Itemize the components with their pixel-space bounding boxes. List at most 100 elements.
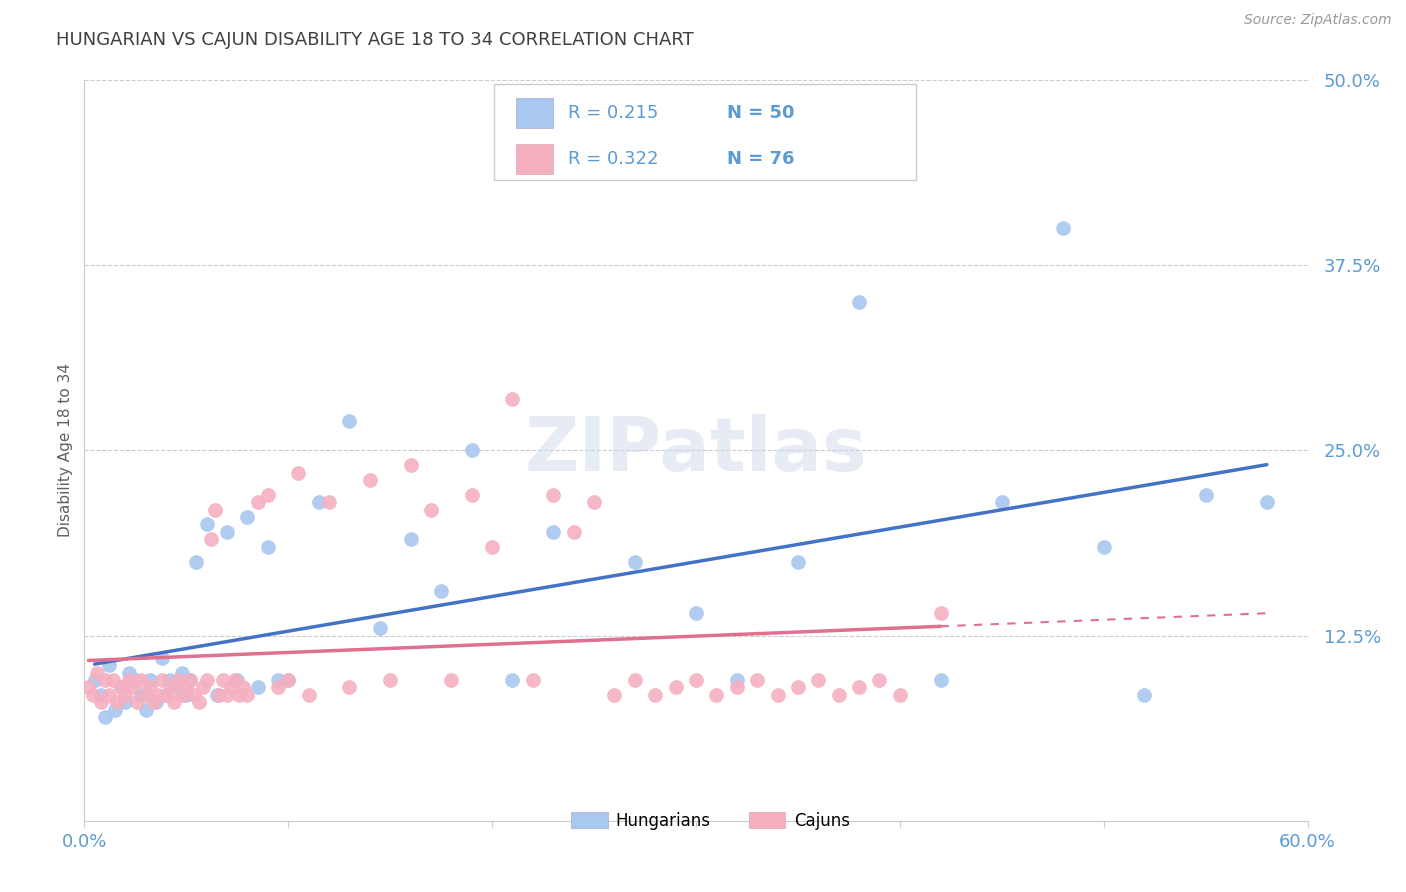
Text: HUNGARIAN VS CAJUN DISABILITY AGE 18 TO 34 CORRELATION CHART: HUNGARIAN VS CAJUN DISABILITY AGE 18 TO … [56,31,695,49]
Point [86,665,108,680]
Point [308,495,330,509]
Point [179,673,201,687]
Point [339,414,361,428]
Point [195,517,218,532]
Point [747,673,769,687]
Point [104,703,127,717]
FancyBboxPatch shape [748,812,786,828]
Point [725,673,748,687]
Point [97,658,120,673]
Point [502,673,524,687]
Point [399,533,422,547]
Point [848,295,870,310]
Point [183,688,205,702]
Point [318,495,340,509]
Point [110,681,132,695]
Point [135,688,157,702]
Point [232,681,254,695]
Point [219,681,242,695]
Point [991,495,1014,509]
Point [246,681,269,695]
Point [228,688,250,702]
Point [257,488,280,502]
Point [277,673,299,687]
Point [138,673,160,687]
Text: Source: ZipAtlas.com: Source: ZipAtlas.com [1244,13,1392,28]
Point [685,607,707,621]
Point [159,673,181,687]
Point [159,681,181,695]
Point [1133,688,1156,702]
Point [93,673,115,687]
Point [77,681,100,695]
Point [191,681,214,695]
Point [217,688,239,702]
Point [174,681,197,695]
Point [298,688,321,702]
Point [93,710,115,724]
Point [430,584,453,599]
Point [200,533,222,547]
Point [145,695,167,709]
Point [583,495,606,509]
Point [1195,488,1218,502]
Point [135,703,157,717]
Point [226,673,249,687]
Point [1256,495,1278,509]
Point [236,510,259,524]
Point [869,673,891,687]
Point [562,524,585,539]
Point [380,673,402,687]
Text: N = 50: N = 50 [727,103,794,122]
Point [461,488,484,502]
FancyBboxPatch shape [516,98,553,128]
Point [502,392,524,406]
Point [118,673,141,687]
Point [766,688,789,702]
FancyBboxPatch shape [494,84,917,180]
Point [644,688,666,702]
Point [929,607,952,621]
Point [359,473,381,487]
Point [131,688,153,702]
Point [101,673,124,687]
Point [399,458,422,473]
Point [167,673,190,687]
Point [179,673,201,687]
Point [665,681,688,695]
Point [787,555,810,569]
Point [187,695,209,709]
Text: N = 76: N = 76 [727,150,794,168]
Point [82,688,104,702]
Point [195,673,218,687]
Point [150,650,173,665]
Text: R = 0.322: R = 0.322 [568,150,658,168]
Point [287,466,309,480]
Point [481,540,503,554]
Point [212,673,235,687]
Point [685,673,707,687]
Point [624,555,647,569]
Point [246,495,269,509]
Text: ZIPatlas: ZIPatlas [524,414,868,487]
Point [257,540,280,554]
Point [118,665,141,680]
Point [339,681,361,695]
Point [208,688,231,702]
Point [787,681,810,695]
Point [1092,540,1115,554]
Point [522,673,544,687]
Y-axis label: Disability Age 18 to 34: Disability Age 18 to 34 [58,363,73,538]
Point [224,673,246,687]
Point [114,695,136,709]
Point [543,524,565,539]
Point [889,688,911,702]
Point [848,681,870,695]
Text: R = 0.215: R = 0.215 [568,103,658,122]
Point [172,665,194,680]
Point [124,673,146,687]
Point [172,688,194,702]
Point [131,673,153,687]
FancyBboxPatch shape [516,145,553,174]
Point [97,688,120,702]
